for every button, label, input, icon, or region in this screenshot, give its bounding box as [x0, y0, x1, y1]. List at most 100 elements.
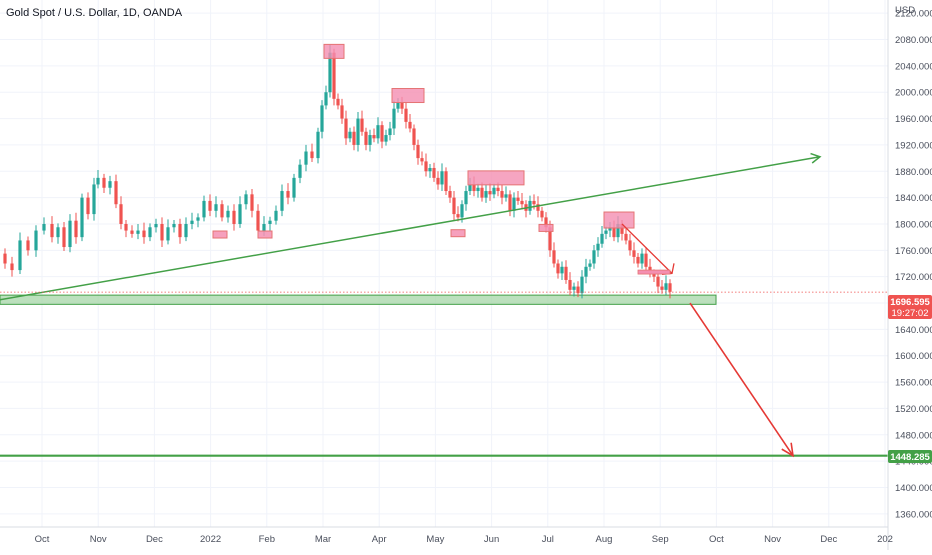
candle-body: [456, 214, 460, 218]
candle-body: [368, 135, 372, 145]
candle-body: [600, 233, 604, 244]
x-tick-label: May: [426, 534, 444, 545]
candle-body: [286, 191, 290, 198]
candle-body: [460, 204, 464, 218]
candle-body: [310, 151, 314, 159]
candle-body: [86, 197, 90, 215]
candle-body: [656, 276, 660, 287]
candle-body: [10, 263, 14, 271]
y-tick-label: 1640.000: [895, 325, 932, 336]
candle-body: [298, 164, 302, 178]
x-tick-label: Apr: [372, 534, 387, 545]
chart-title: Gold Spot / U.S. Dollar, 1D, OANDA: [6, 7, 183, 19]
candle-body: [226, 210, 230, 218]
candle-body: [380, 125, 384, 142]
candle-body: [436, 177, 440, 185]
x-tick-label: Dec: [820, 534, 837, 545]
y-tick-label: 1760.000: [895, 246, 932, 257]
candle-body: [540, 210, 544, 218]
candle-body: [102, 177, 106, 188]
candle-body: [96, 177, 100, 185]
candle-body: [142, 230, 146, 238]
projection-arrow-line: [689, 302, 794, 457]
candle-body: [632, 250, 636, 257]
candle-body: [468, 184, 472, 192]
resistance-marker: [323, 43, 345, 59]
candle-body: [536, 204, 540, 211]
candle-body: [428, 167, 432, 172]
trend-line: [0, 156, 821, 301]
candle-body: [92, 184, 96, 215]
candle-body: [644, 253, 648, 267]
x-tick-label: Jun: [484, 534, 499, 545]
candle-body: [372, 135, 376, 139]
grid-layer: [0, 0, 888, 527]
candle-body: [424, 161, 428, 172]
candle-body: [244, 194, 248, 205]
candle-body: [668, 283, 672, 292]
y-tick-label: 1720.000: [895, 272, 932, 283]
last-price-badge: [888, 295, 932, 319]
candle-body: [352, 131, 356, 145]
candle-body: [340, 105, 344, 119]
candle-body: [516, 197, 520, 201]
candle-body: [344, 118, 348, 139]
candle-body: [56, 227, 60, 238]
x-tick-label: Oct: [709, 534, 724, 545]
candle-body: [148, 227, 152, 238]
candle-body: [154, 223, 158, 228]
trend-line-arrowhead: [810, 152, 822, 164]
candle-body: [316, 131, 320, 159]
y-tick-label: 1480.000: [895, 430, 932, 441]
wedge-arrow-line: [621, 223, 673, 274]
candle-body: [364, 131, 368, 145]
candle-body: [640, 253, 644, 264]
last-price-value: 1696.595: [890, 297, 930, 308]
candle-body: [388, 128, 392, 136]
candle-body: [492, 187, 496, 195]
candle-body: [476, 187, 480, 192]
candle-body: [238, 204, 242, 224]
candle-body: [404, 108, 408, 122]
candle-body: [42, 223, 46, 231]
x-tick-label: Nov: [764, 534, 781, 545]
candle-body: [392, 108, 396, 129]
candle-body: [68, 220, 72, 248]
y-tick-label: 1880.000: [895, 167, 932, 178]
candle-body: [628, 240, 632, 251]
resistance-marker: [603, 211, 635, 229]
candle-body: [50, 223, 54, 238]
candle-body: [604, 230, 608, 234]
candle-body: [508, 194, 512, 211]
candle-body: [119, 204, 123, 224]
resistance-marker: [391, 88, 425, 104]
resistance-marker: [467, 170, 525, 186]
candle-body: [488, 191, 492, 195]
candle-body: [484, 191, 488, 198]
candle-body: [280, 191, 284, 211]
x-tick-label: Oct: [35, 534, 50, 545]
candle-body: [420, 158, 424, 162]
minor-marker: [257, 230, 273, 239]
candle-body: [612, 227, 616, 238]
y-tick-label: 1960.000: [895, 114, 932, 125]
candle-body: [560, 266, 564, 274]
candle-body: [452, 197, 456, 215]
candle-body: [532, 200, 536, 205]
candle-body: [664, 283, 668, 290]
candle-body: [444, 171, 448, 192]
candle-body: [376, 125, 380, 139]
y-tick-label: 2040.000: [895, 61, 932, 72]
x-axis-ticks[interactable]: Oct Nov Dec 2022 Feb Mar Apr May Jun Jul Aug Sep Oct…: [35, 534, 893, 545]
y-tick-label: 1560.000: [895, 378, 932, 389]
candle-body: [608, 227, 612, 231]
candle-body: [3, 253, 7, 264]
candle-body: [448, 191, 452, 198]
candle-body: [304, 151, 308, 165]
candle-body: [412, 128, 416, 145]
candle-body: [328, 52, 332, 93]
candle-body: [624, 233, 628, 241]
x-tick-label: Nov: [90, 534, 107, 545]
